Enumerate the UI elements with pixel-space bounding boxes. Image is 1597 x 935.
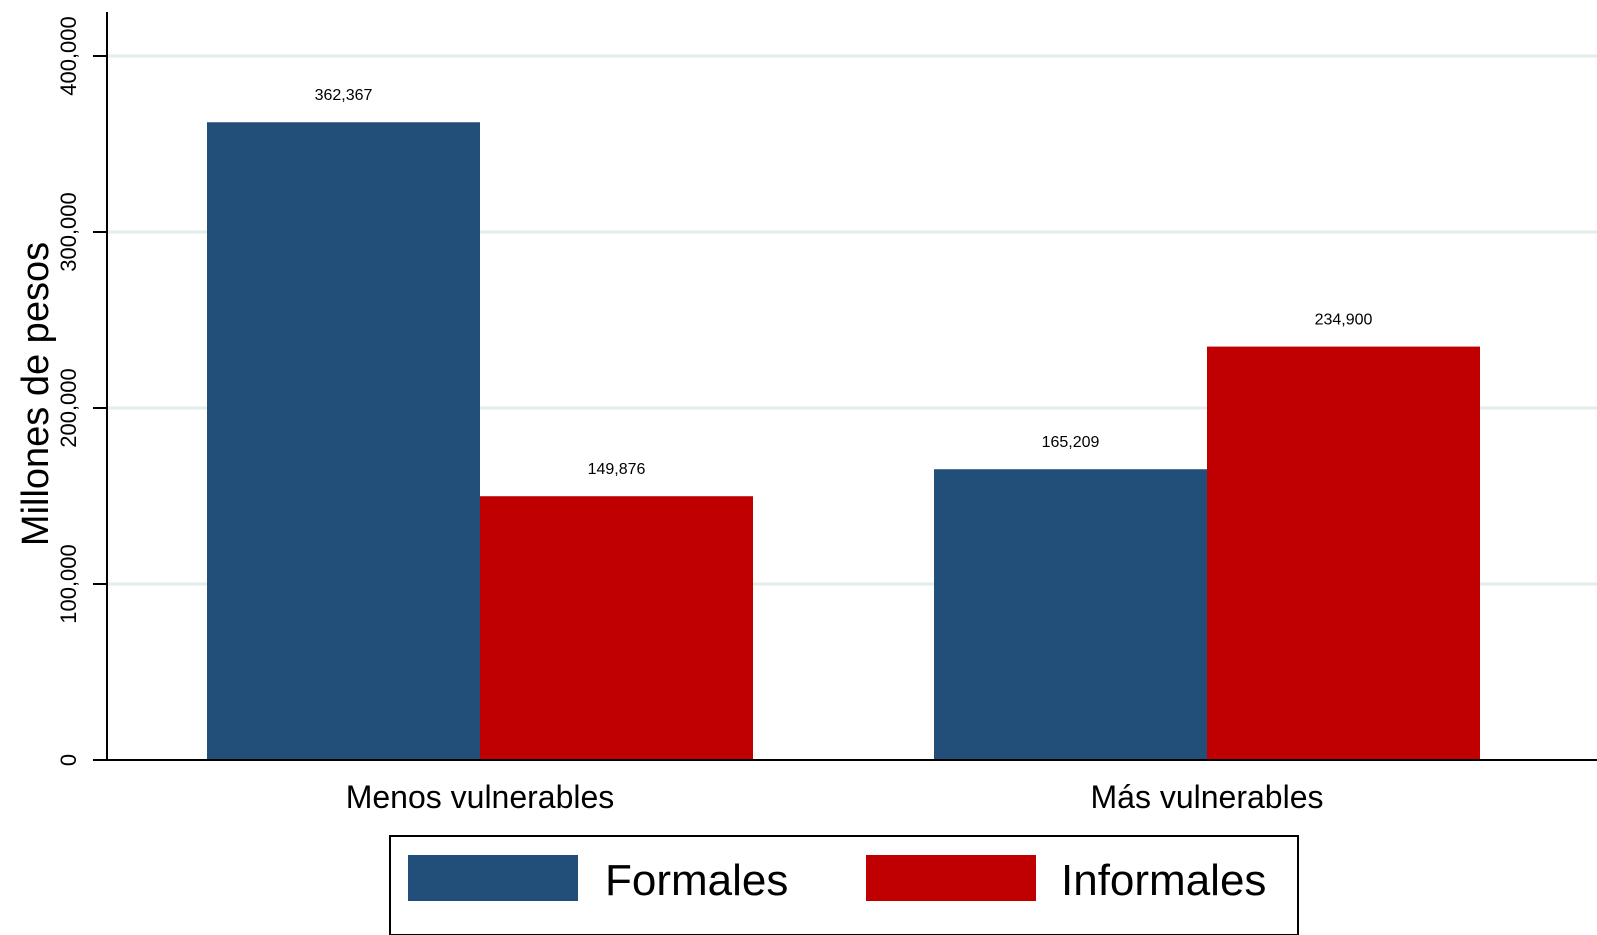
bar-formales-1 [207,122,480,761]
y-ticks: 0 100,000 200,000 300,000 400,000 [56,16,107,766]
y-tick-label: 0 [56,754,81,766]
y-tick-label: 100,000 [56,544,81,624]
bar-informales-2 [1207,346,1480,760]
legend-swatch-formales [408,855,578,901]
bar-informales-1 [480,496,753,760]
category-labels: Menos vulnerables Más vulnerables [346,779,1324,815]
bars [207,122,1480,761]
bar-formales-2 [934,469,1207,760]
data-label: 234,900 [1315,312,1373,329]
x-category-label: Más vulnerables [1091,779,1324,815]
legend: Formales Informales [389,835,1299,935]
y-tick-label: 200,000 [56,368,81,448]
data-labels: 362,367 149,876 165,209 234,900 [315,87,1373,478]
data-label: 149,876 [588,461,646,478]
y-tick-label: 400,000 [56,16,81,96]
x-category-label: Menos vulnerables [346,779,615,815]
data-label: 165,209 [1042,434,1100,451]
legend-label-formales: Formales [605,856,788,905]
y-tick-label: 300,000 [56,192,81,272]
data-label: 362,367 [315,87,373,104]
legend-label-informales: Informales [1061,856,1266,905]
legend-swatch-informales [866,855,1036,901]
y-axis-title: Millones de pesos [15,242,57,546]
axes [106,12,1597,761]
